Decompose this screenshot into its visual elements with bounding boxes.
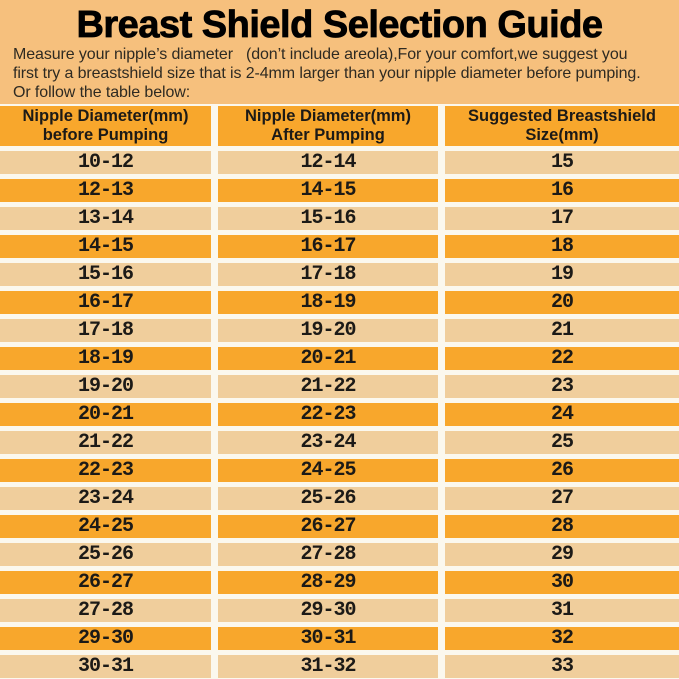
cell-after-pumping: 24-25 — [218, 459, 438, 483]
cell-size: 19 — [445, 263, 679, 287]
cell-after-pumping: 29-30 — [218, 599, 438, 623]
cell-after-pumping: 19-20 — [218, 319, 438, 343]
table-row: 29-30 30-31 32 — [0, 627, 679, 651]
cell-before-pumping: 16-17 — [0, 291, 211, 315]
cell-size: 27 — [445, 487, 679, 511]
cell-size: 32 — [445, 627, 679, 651]
cell-after-pumping: 27-28 — [218, 543, 438, 567]
cell-before-pumping: 24-25 — [0, 515, 211, 539]
cell-before-pumping: 13-14 — [0, 207, 211, 231]
cell-before-pumping: 29-30 — [0, 627, 211, 651]
selection-table: Nipple Diameter(mm) before Pumping Nippl… — [0, 104, 679, 679]
cell-size: 28 — [445, 515, 679, 539]
cell-size: 25 — [445, 431, 679, 455]
header-cell-after-pumping: Nipple Diameter(mm) After Pumping — [218, 106, 438, 147]
table-header-row: Nipple Diameter(mm) before Pumping Nippl… — [0, 106, 679, 147]
cell-size: 33 — [445, 655, 679, 679]
cell-size: 24 — [445, 403, 679, 427]
cell-before-pumping: 22-23 — [0, 459, 211, 483]
table-row: 27-28 29-30 31 — [0, 599, 679, 623]
cell-after-pumping: 14-15 — [218, 179, 438, 203]
cell-size: 29 — [445, 543, 679, 567]
cell-before-pumping: 18-19 — [0, 347, 211, 371]
cell-size: 18 — [445, 235, 679, 259]
cell-before-pumping: 27-28 — [0, 599, 211, 623]
cell-size: 20 — [445, 291, 679, 315]
table-row: 19-20 21-22 23 — [0, 375, 679, 399]
cell-after-pumping: 12-14 — [218, 151, 438, 175]
cell-after-pumping: 21-22 — [218, 375, 438, 399]
cell-before-pumping: 14-15 — [0, 235, 211, 259]
cell-size: 21 — [445, 319, 679, 343]
table-row: 10-12 12-14 15 — [0, 151, 679, 175]
table-row: 12-13 14-15 16 — [0, 179, 679, 203]
cell-size: 30 — [445, 571, 679, 595]
cell-after-pumping: 15-16 — [218, 207, 438, 231]
cell-after-pumping: 26-27 — [218, 515, 438, 539]
table-row: 17-18 19-20 21 — [0, 319, 679, 343]
table-row: 18-19 20-21 22 — [0, 347, 679, 371]
cell-size: 26 — [445, 459, 679, 483]
cell-size: 22 — [445, 347, 679, 371]
table-row: 21-22 23-24 25 — [0, 431, 679, 455]
cell-size: 16 — [445, 179, 679, 203]
cell-before-pumping: 21-22 — [0, 431, 211, 455]
cell-after-pumping: 16-17 — [218, 235, 438, 259]
cell-before-pumping: 30-31 — [0, 655, 211, 679]
table-row: 23-24 25-26 27 — [0, 487, 679, 511]
cell-before-pumping: 10-12 — [0, 151, 211, 175]
cell-before-pumping: 19-20 — [0, 375, 211, 399]
table-row: 30-31 31-32 33 — [0, 655, 679, 679]
page-title: Breast Shield Selection Guide — [76, 4, 603, 47]
cell-after-pumping: 17-18 — [218, 263, 438, 287]
header-cell-size: Suggested Breastshield Size(mm) — [445, 106, 679, 147]
cell-size: 17 — [445, 207, 679, 231]
cell-size: 23 — [445, 375, 679, 399]
cell-before-pumping: 23-24 — [0, 487, 211, 511]
table-row: 25-26 27-28 29 — [0, 543, 679, 567]
table-row: 22-23 24-25 26 — [0, 459, 679, 483]
table-row: 24-25 26-27 28 — [0, 515, 679, 539]
table-row: 15-16 17-18 19 — [0, 263, 679, 287]
cell-after-pumping: 20-21 — [218, 347, 438, 371]
cell-before-pumping: 12-13 — [0, 179, 211, 203]
table-row: 14-15 16-17 18 — [0, 235, 679, 259]
cell-after-pumping: 18-19 — [218, 291, 438, 315]
cell-after-pumping: 23-24 — [218, 431, 438, 455]
description-line: Measure your nipple’s diameter (don’t in… — [13, 46, 628, 63]
cell-after-pumping: 22-23 — [218, 403, 438, 427]
table-row: 20-21 22-23 24 — [0, 403, 679, 427]
cell-size: 15 — [445, 151, 679, 175]
table-row: 16-17 18-19 20 — [0, 291, 679, 315]
cell-before-pumping: 25-26 — [0, 543, 211, 567]
cell-before-pumping: 17-18 — [0, 319, 211, 343]
cell-after-pumping: 30-31 — [218, 627, 438, 651]
cell-after-pumping: 28-29 — [218, 571, 438, 595]
cell-size: 31 — [445, 599, 679, 623]
description-line: Or follow the table below: — [13, 83, 191, 101]
cell-before-pumping: 20-21 — [0, 403, 211, 427]
table-row: 26-27 28-29 30 — [0, 571, 679, 595]
description-line: first try a breastshield size that is 2-… — [13, 64, 641, 82]
header-cell-before-pumping: Nipple Diameter(mm) before Pumping — [0, 106, 211, 147]
cell-before-pumping: 15-16 — [0, 263, 211, 287]
cell-after-pumping: 25-26 — [218, 487, 438, 511]
table-row: 13-14 15-16 17 — [0, 207, 679, 231]
cell-before-pumping: 26-27 — [0, 571, 211, 595]
description: Measure your nipple’s diameter (don’t in… — [0, 46, 679, 102]
cell-after-pumping: 31-32 — [218, 655, 438, 679]
